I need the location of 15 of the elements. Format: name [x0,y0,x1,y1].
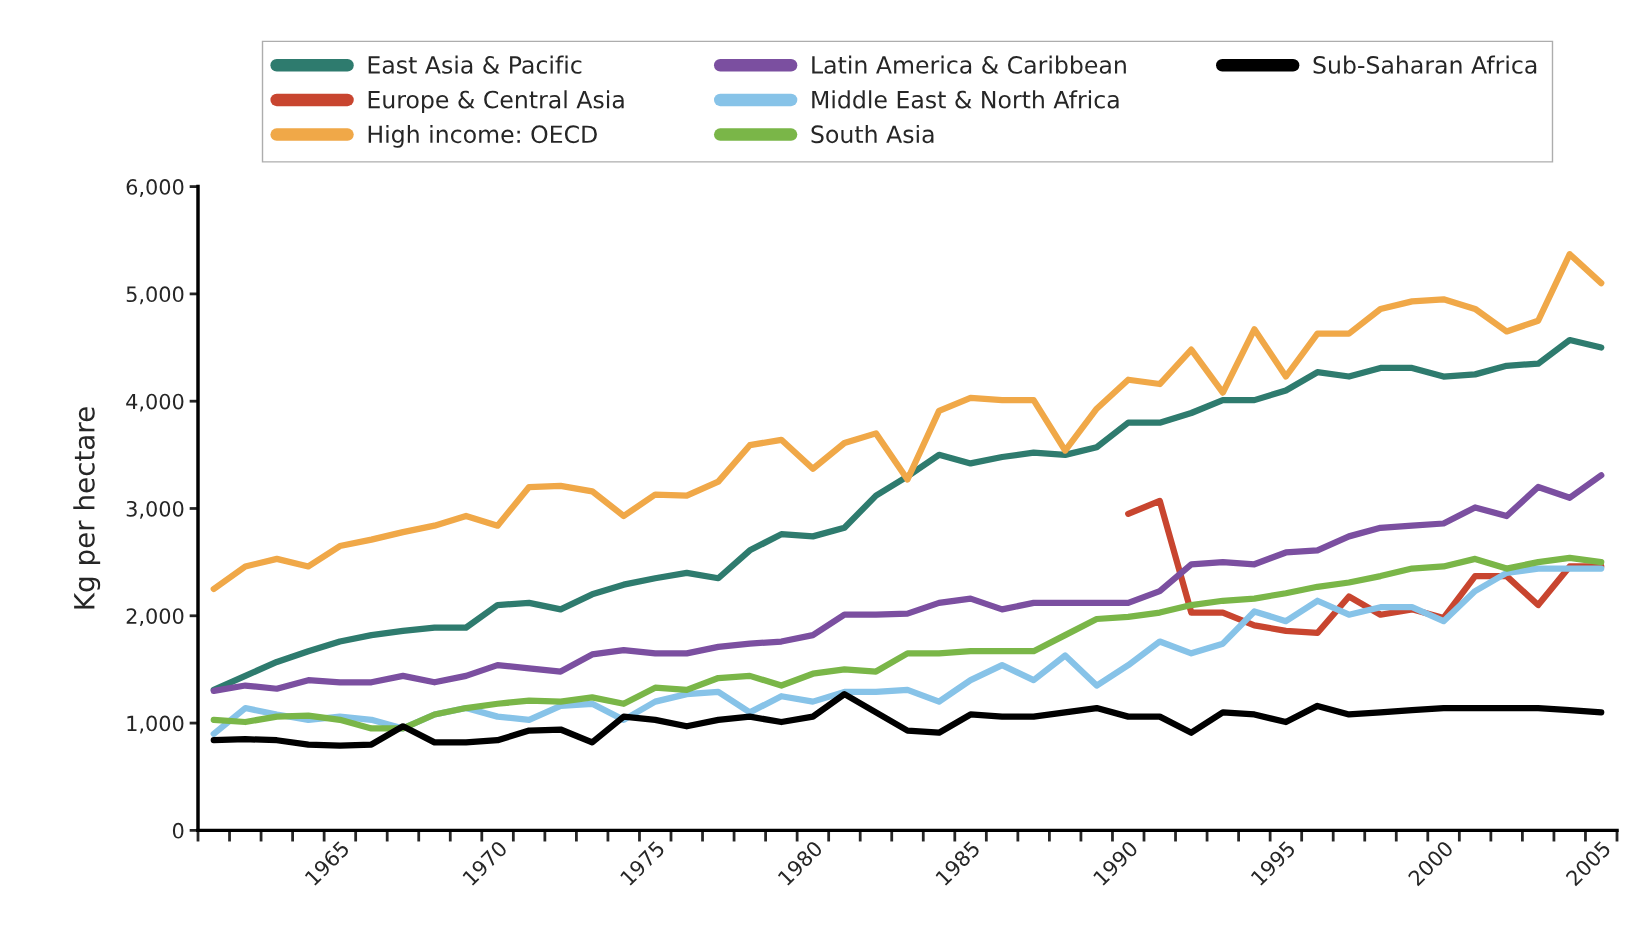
legend-label: High income: OECD [368,124,597,148]
y-tick-label: 1,000 [127,715,184,734]
y-tick-label: 4,000 [126,393,184,412]
y-tick-label: 3,000 [126,500,184,519]
y-axis-title: Kg per hectare [73,407,101,609]
legend-label: East Asia & Pacific [368,55,582,74]
y-tick-label: 2,000 [126,608,184,627]
y-tick-label: 5,000 [126,286,184,305]
y-tick-label: 0 [172,822,184,839]
legend-label: Latin America & Caribbean [812,55,1126,74]
legend-label: Europe & Central Asia [368,90,624,114]
legend-label: Middle East & North Africa [812,90,1119,109]
legend-label: South Asia [811,124,934,144]
legend-label: Sub-Saharan Africa [1313,55,1537,74]
y-tick-label: 6,000 [126,179,184,197]
